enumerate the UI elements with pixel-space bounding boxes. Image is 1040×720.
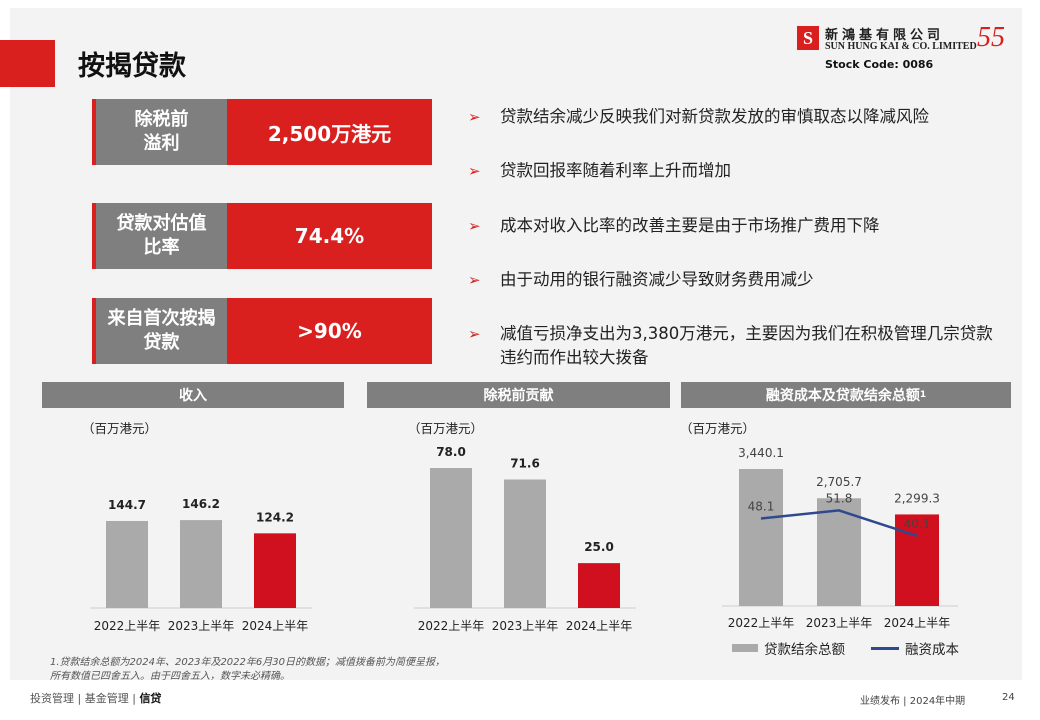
logo-chinese-name: 新鴻基有限公司 <box>825 28 945 43</box>
logo-mark-icon: S <box>797 26 819 50</box>
unit-label: （百万港元） <box>82 421 158 436</box>
kpi-loan-to-value: 贷款对估值 比率 74.4% <box>92 203 432 269</box>
logo-english-name: SUN HUNG KAI & CO. LIMITED <box>825 41 977 52</box>
unit-label: （百万港元） <box>680 421 756 436</box>
stock-code: Stock Code: 0086 <box>825 58 934 71</box>
bar-value-label: 2,705.7 <box>816 475 862 489</box>
footer-nav-item-active[interactable]: 信贷 <box>139 692 162 705</box>
contribution-chart: 78.0 2022上半年 71.6 2023上半年 25.0 2024上半年 <box>414 445 636 633</box>
legend-line-label: 融资成本 <box>905 642 959 658</box>
page-title: 按揭贷款 <box>78 51 186 82</box>
bar <box>578 563 620 608</box>
bar-value-label: 25.0 <box>584 540 614 554</box>
arrow-icon: ➢ <box>468 271 481 289</box>
kpi-profit-before-tax: 除税前 溢利 2,500万港元 <box>92 99 432 165</box>
revenue-chart: 144.7 2022上半年 146.2 2023上半年 124.2 2024上半年 <box>90 497 312 633</box>
bar <box>430 468 472 608</box>
bar <box>739 469 783 606</box>
bullet-item: ➢ 成本对收入比率的改善主要是由于市场推广费用下降 <box>468 214 1008 238</box>
bar <box>504 479 546 608</box>
footer-report-label: 业绩发布 | 2024年中期 <box>860 696 966 707</box>
bar-value-label: 124.2 <box>256 510 294 524</box>
kpi-label: 贷款对估值 比率 <box>92 203 227 269</box>
kpi-label: 除税前 溢利 <box>92 99 227 165</box>
financing-cost-line <box>760 509 918 537</box>
financing-chart: 3,440.1 2022上半年 2,705.7 2023上半年 2,299.3 2024上… <box>722 446 958 630</box>
page-number: 24 <box>1002 692 1015 703</box>
footer-nav: 投资管理 | 基金管理 | 信贷 <box>30 692 162 705</box>
bar-value-label: 2,299.3 <box>894 491 940 505</box>
category-label: 2023上半年 <box>806 616 873 630</box>
kpi-value: 74.4% <box>227 203 432 269</box>
line-value-label: 40.1 <box>904 517 931 531</box>
bar-value-label: 144.7 <box>108 498 146 512</box>
bullet-item: ➢ 贷款回报率随着利率上升而增加 <box>468 159 1008 183</box>
footer-nav-item[interactable]: 基金管理 <box>84 692 129 705</box>
bar <box>254 533 296 608</box>
category-label: 2022上半年 <box>94 619 161 633</box>
bullet-item: ➢ 减值亏损净支出为3,380万港元，主要因为我们在积极管理几宗贷款违约而作出较… <box>468 322 1008 370</box>
bullet-item: ➢ 贷款结余减少反映我们对新贷款发放的审慎取态以降减风险 <box>468 105 1008 129</box>
footnote: 1.贷款结余总额为2024年、2023年及2022年6月30日的数据；减值拨备前… <box>50 657 445 682</box>
kpi-value: 2,500万港元 <box>227 99 432 165</box>
kpi-value: >90% <box>227 298 432 364</box>
legend-bar-label: 贷款结余总额 <box>764 642 845 658</box>
bar <box>106 521 148 608</box>
line-value-label: 51.8 <box>826 491 853 505</box>
panel-header-revenue: 收入 <box>42 382 344 408</box>
panel-header-contribution: 除税前贡献 <box>367 382 670 408</box>
legend-line-swatch <box>871 646 899 650</box>
category-label: 2024上半年 <box>242 619 309 633</box>
chart-legend: 贷款结余总额 融资成本 <box>732 638 959 658</box>
bar <box>180 520 222 608</box>
category-label: 2023上半年 <box>492 619 559 633</box>
panel-header-financing: 融资成本及贷款结余总额 1 <box>681 382 1011 408</box>
arrow-icon: ➢ <box>468 217 481 235</box>
bar-value-label: 3,440.1 <box>738 446 784 460</box>
company-logo: S 新鴻基有限公司 SUN HUNG KAI & CO. LIMITED 55 … <box>797 22 1022 80</box>
category-label: 2024上半年 <box>566 619 633 633</box>
arrow-icon: ➢ <box>468 325 481 343</box>
arrow-icon: ➢ <box>468 162 481 180</box>
line-value-label: 48.1 <box>748 499 775 513</box>
kpi-first-mortgage: 来自首次按揭 贷款 >90% <box>92 298 432 364</box>
bar-value-label: 71.6 <box>510 456 540 470</box>
unit-label: （百万港元） <box>408 421 484 436</box>
footer-nav-item[interactable]: 投资管理 <box>30 692 74 705</box>
bar-value-label: 146.2 <box>182 497 220 511</box>
category-label: 2023上半年 <box>168 619 235 633</box>
category-label: 2024上半年 <box>884 616 951 630</box>
arrow-icon: ➢ <box>468 108 481 126</box>
bullet-item: ➢ 由于动用的银行融资减少导致财务费用减少 <box>468 268 1008 292</box>
category-label: 2022上半年 <box>728 616 795 630</box>
bar-value-label: 78.0 <box>436 445 466 459</box>
kpi-label: 来自首次按揭 贷款 <box>92 298 227 364</box>
title-accent-bar <box>0 40 55 87</box>
bar <box>895 514 939 606</box>
legend-bar-swatch <box>732 644 758 652</box>
category-label: 2022上半年 <box>418 619 485 633</box>
anniversary-mark: 55 <box>977 22 1005 53</box>
